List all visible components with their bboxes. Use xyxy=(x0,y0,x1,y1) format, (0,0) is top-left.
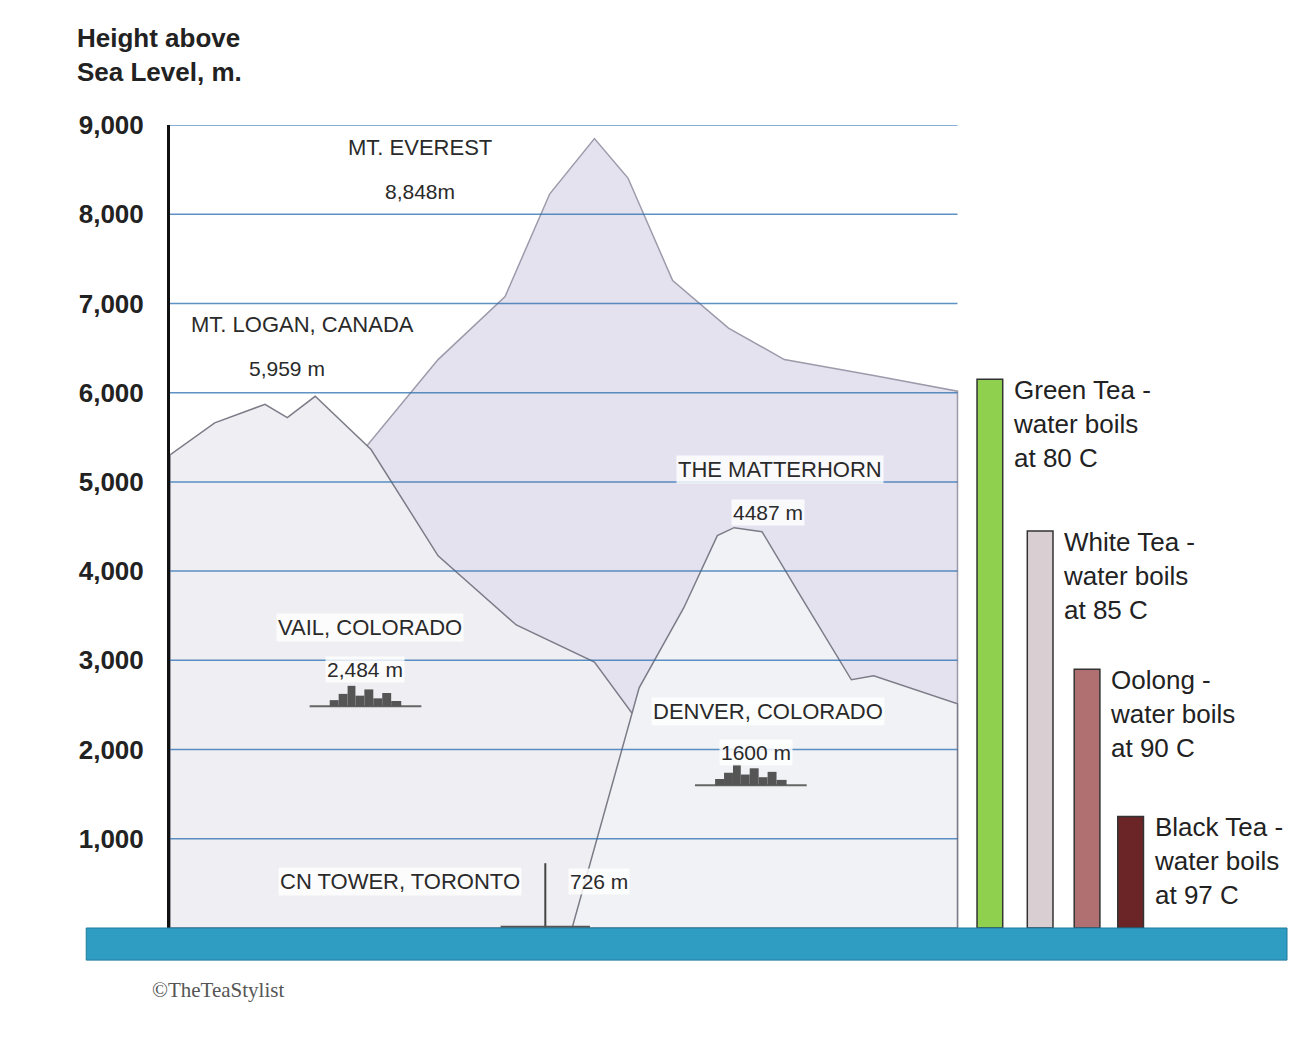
svg-text:1600 m: 1600 m xyxy=(721,741,791,764)
svg-text:4,000: 4,000 xyxy=(79,556,144,586)
svg-text:7,000: 7,000 xyxy=(79,289,144,319)
svg-text:MT. LOGAN, CANADA: MT. LOGAN, CANADA xyxy=(191,312,414,337)
svg-text:VAIL, COLORADO: VAIL, COLORADO xyxy=(278,615,462,640)
svg-text:DENVER, COLORADO: DENVER, COLORADO xyxy=(653,699,883,724)
svg-text:1,000: 1,000 xyxy=(79,824,144,854)
svg-text:Height aboveSea Level, m.: Height aboveSea Level, m. xyxy=(77,23,242,87)
svg-text:3,000: 3,000 xyxy=(79,645,144,675)
svg-text:2,484 m: 2,484 m xyxy=(327,658,403,681)
svg-text:CN TOWER, TORONTO: CN TOWER, TORONTO xyxy=(280,869,520,894)
svg-text:THE MATTERHORN: THE MATTERHORN xyxy=(678,457,882,482)
svg-text:MT. EVEREST: MT. EVEREST xyxy=(348,135,492,160)
svg-text:5,000: 5,000 xyxy=(79,467,144,497)
svg-text:8,848m: 8,848m xyxy=(385,180,455,203)
svg-text:2,000: 2,000 xyxy=(79,735,144,765)
svg-text:Oolong -water boilsat 90 C: Oolong -water boilsat 90 C xyxy=(1110,665,1235,763)
svg-text:5,959 m: 5,959 m xyxy=(249,357,325,380)
svg-text:Green Tea -water boilsat 80 C: Green Tea -water boilsat 80 C xyxy=(1013,375,1151,473)
svg-text:8,000: 8,000 xyxy=(79,199,144,229)
svg-text:Black Tea -water boilsat 97 C: Black Tea -water boilsat 97 C xyxy=(1154,812,1283,910)
svg-text:4487 m: 4487 m xyxy=(733,501,803,524)
svg-text:White Tea -water boilsat 85 C: White Tea -water boilsat 85 C xyxy=(1063,527,1195,625)
svg-text:9,000: 9,000 xyxy=(79,110,144,140)
svg-text:6,000: 6,000 xyxy=(79,378,144,408)
svg-text:©TheTeaStylist: ©TheTeaStylist xyxy=(152,978,284,1002)
svg-text:726 m: 726 m xyxy=(570,870,628,893)
